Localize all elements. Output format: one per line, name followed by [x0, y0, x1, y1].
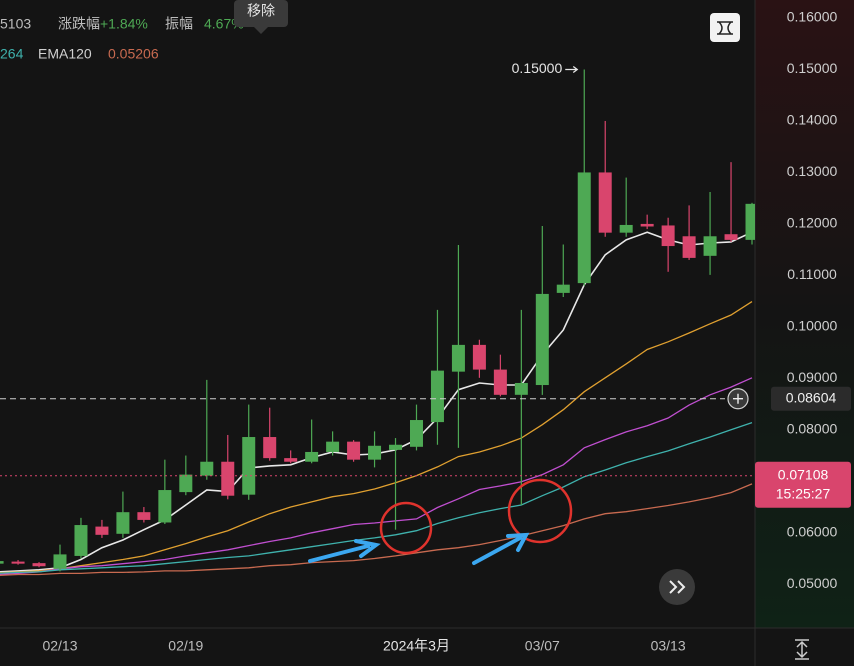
pointer-arrow — [308, 539, 381, 563]
candle-body — [430, 370, 444, 423]
candle-body — [556, 284, 570, 293]
legend-text: 振幅 — [165, 16, 193, 32]
candle-body — [493, 369, 507, 395]
last-price-box — [771, 386, 851, 411]
y-tick-label: 0.15000 — [787, 60, 838, 76]
candle-body — [745, 203, 755, 240]
candle-body — [284, 458, 298, 462]
tooltip-pointer — [254, 27, 268, 34]
x-tick-label: 02/13 — [42, 638, 77, 654]
highlight-circle — [507, 478, 573, 544]
last-price-label: 0.08604 — [786, 389, 837, 405]
candle-body — [661, 225, 675, 247]
y-tick-label: 0.13000 — [787, 163, 838, 179]
x-tick-label: 03/13 — [651, 638, 686, 654]
x-tick-label: 2024年3月 — [383, 638, 450, 654]
legend-text: 涨跌幅 — [58, 16, 100, 32]
candle-body — [242, 437, 256, 495]
candle-body — [305, 451, 319, 462]
collapse-button[interactable] — [710, 13, 740, 42]
candle-body — [0, 561, 4, 564]
scroll-icon — [669, 580, 686, 594]
candle-body — [619, 224, 633, 233]
candle-body — [263, 437, 277, 459]
y-tick-label: 0.09000 — [787, 369, 838, 385]
legend-name: EMA120 — [38, 46, 92, 62]
candle-body — [74, 525, 88, 556]
candle-body — [179, 474, 193, 493]
scale-button[interactable] — [795, 639, 809, 660]
legend-value: 0.05206 — [108, 46, 159, 62]
candle-body — [221, 461, 235, 496]
ma-line — [0, 301, 753, 574]
y-tick-label: 0.05000 — [787, 575, 838, 591]
collapse-icon — [717, 21, 733, 35]
tooltip-box[interactable] — [234, 0, 288, 27]
y-tick-label: 0.08000 — [787, 421, 838, 437]
pointer-arrow — [472, 532, 530, 565]
candle-body — [598, 172, 612, 233]
candle-body — [347, 441, 361, 460]
plus-icon — [733, 393, 743, 404]
candle-body — [451, 344, 465, 372]
candle-body — [472, 344, 486, 370]
y-tick-label: 0.16000 — [787, 9, 838, 25]
ma-line — [0, 421, 753, 574]
candle-body — [116, 512, 130, 534]
candle-body — [158, 490, 172, 523]
candle-body — [389, 444, 403, 450]
countdown-label: 15:25:27 — [776, 485, 831, 501]
price-axis-bg — [755, 0, 854, 628]
x-tick-label: 03/07 — [525, 638, 560, 654]
x-tick-label: 02/19 — [168, 638, 203, 654]
candles — [0, 69, 755, 572]
candle-body — [95, 526, 109, 535]
ma-line — [0, 483, 753, 577]
candle-body — [724, 234, 738, 240]
high-marker-label: 0.15000 — [512, 60, 563, 76]
legend-text: +1.84% — [100, 16, 148, 32]
candle-body — [514, 382, 528, 395]
header: 移除 — [234, 0, 809, 660]
candle-body — [137, 512, 151, 520]
current-price-label: 0.07108 — [778, 466, 829, 482]
candle-body — [640, 223, 654, 227]
legend-text: 4.67% — [204, 16, 244, 32]
candle-body — [11, 561, 25, 564]
y-tick-label: 0.10000 — [787, 318, 838, 334]
candle-body — [368, 445, 382, 460]
candle-body — [535, 293, 549, 386]
legend-text: 264 — [0, 46, 24, 62]
candle-body — [326, 441, 340, 452]
high-marker-arrow — [565, 65, 579, 74]
candle-body — [409, 420, 423, 447]
candle-body — [200, 461, 214, 476]
candle-body — [32, 563, 46, 567]
highlight-circle — [379, 501, 433, 555]
current-price-box — [755, 461, 851, 508]
legend-text: 5103 — [0, 16, 31, 32]
y-tick-label: 0.06000 — [787, 523, 838, 539]
y-tick-label: 0.14000 — [787, 112, 838, 128]
y-tick-label: 0.11000 — [787, 266, 837, 282]
tooltip-text[interactable]: 移除 — [247, 3, 275, 19]
annotations — [308, 478, 573, 565]
candle-body — [577, 172, 591, 284]
y-tick-label: 0.12000 — [787, 215, 838, 231]
candle-body — [682, 236, 696, 258]
candle-body — [703, 236, 717, 256]
candle-body — [53, 554, 67, 569]
ma-line — [0, 377, 753, 575]
